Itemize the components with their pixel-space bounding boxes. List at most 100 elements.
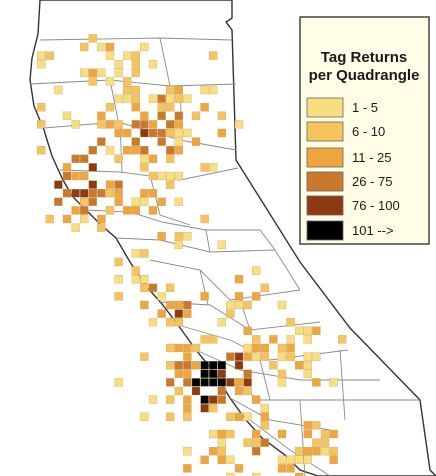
quadrangle-cell [329,429,338,439]
quadrangle-cell [114,275,123,284]
quadrangle-cell [183,300,192,310]
quadrangle-cell [114,197,123,206]
quadrangle-cell [157,197,166,206]
quadrangle-cell [209,361,218,370]
quadrangle-cell [303,429,312,439]
quadrangle-cell [243,326,252,335]
quadrangle-cell [217,240,226,249]
quadrangle-cell [277,300,287,310]
quadrangle-cell [303,352,312,361]
quadrangle-cell [131,94,140,103]
quadrangle-cell [191,343,201,353]
quadrangle-cell [260,404,269,413]
quadrangle-cell [88,146,97,155]
quadrangle-cell [140,300,149,310]
quadrangle-cell [80,68,89,77]
quadrangle-cell [217,395,226,404]
quadrangle-cell [105,146,115,155]
quadrangle-cell [80,206,89,215]
quadrangle-cell [114,94,123,103]
quadrangle-cell [243,378,252,387]
quadrangle-cell [200,103,209,112]
quadrangle-cell [252,335,261,344]
quadrangle-cell [312,421,321,430]
quadrangle-cell [123,77,132,86]
legend-label-3: 11 - 25 [352,150,392,165]
quadrangle-cell [200,214,209,224]
quadrangle-cell [174,232,183,241]
quadrangle-cell [140,275,149,284]
quadrangle-cell [200,163,209,172]
quadrangle-cell [174,111,183,120]
quadrangle-cell [148,206,158,215]
quadrangle-cell [105,103,115,112]
quadrangle-cell [277,429,287,439]
quadrangle-cell [312,326,321,335]
legend-label-6: 101 --> [352,223,394,238]
quadrangle-cell [286,455,295,464]
quadrangle-cell [252,472,261,476]
legend-label-4: 26 - 75 [352,174,392,189]
quadrangle-cell [166,283,175,292]
quadrangle-cell [157,137,166,146]
quadrangle-cell [226,455,235,464]
quadrangle-cell [217,429,226,439]
quadrangle-cell [217,128,226,138]
quadrangle-cell [295,326,304,335]
quadrangle-cell [131,146,140,155]
quadrangle-cell [174,120,183,129]
quadrangle-cell [123,128,132,138]
legend-swatch-3 [306,147,344,168]
quadrangle-cell [80,189,89,198]
quadrangle-cell [148,120,158,129]
quadrangle-cell [166,300,175,310]
quadrangle-cell [174,171,183,181]
quadrangle-cell [295,447,304,456]
quadrangle-cell [209,163,218,172]
quadrangle-cell [252,438,261,447]
quadrangle-cell [148,60,158,69]
quadrangle-cell [312,438,321,447]
quadrangle-cell [131,206,140,215]
quadrangle-cell [131,249,140,258]
quadrangle-cell [140,352,149,361]
quadrangle-cell [80,171,89,181]
quadrangle-cell [123,146,132,155]
quadrangle-cell [88,68,97,77]
quadrangle-cell [88,77,97,86]
quadrangle-cell [140,111,149,120]
quadrangle-cell [183,343,192,353]
quadrangle-cell [191,378,201,387]
quadrangle-cell [217,378,226,387]
quadrangle-cell [105,189,115,198]
quadrangle-cell [277,369,287,378]
quadrangle-cell [183,361,192,370]
quadrangle-cell [114,154,123,163]
quadrangle-cell [312,378,321,387]
quadrangle-cell [217,386,226,396]
quadrangle-cell [200,292,209,301]
quadrangle-cell [88,180,97,189]
quadrangle-cell [114,128,123,138]
quadrangle-cell [295,361,304,370]
quadrangle-cell [88,197,97,206]
quadrangle-cell [217,361,226,370]
quadrangle-cell [114,60,123,69]
quadrangle-cell [234,386,244,396]
quadrangle-cell [209,51,218,60]
quadrangle-cell [191,111,201,120]
quadrangle-cell [234,292,244,301]
quadrangle-cell [252,429,261,439]
quadrangle-cell [226,352,235,361]
quadrangle-cell [62,163,72,172]
quadrangle-cell [105,51,115,60]
quadrangle-cell [183,464,192,473]
quadrangle-cell [166,318,175,327]
quadrangle-cell [277,378,287,387]
quadrangle-cell [209,447,218,456]
quadrangle-cell [209,378,218,387]
quadrangle-cell [166,395,175,404]
quadrangle-cell [97,68,106,77]
quadrangle-cell [217,438,226,447]
quadrangle-cell [166,180,175,189]
